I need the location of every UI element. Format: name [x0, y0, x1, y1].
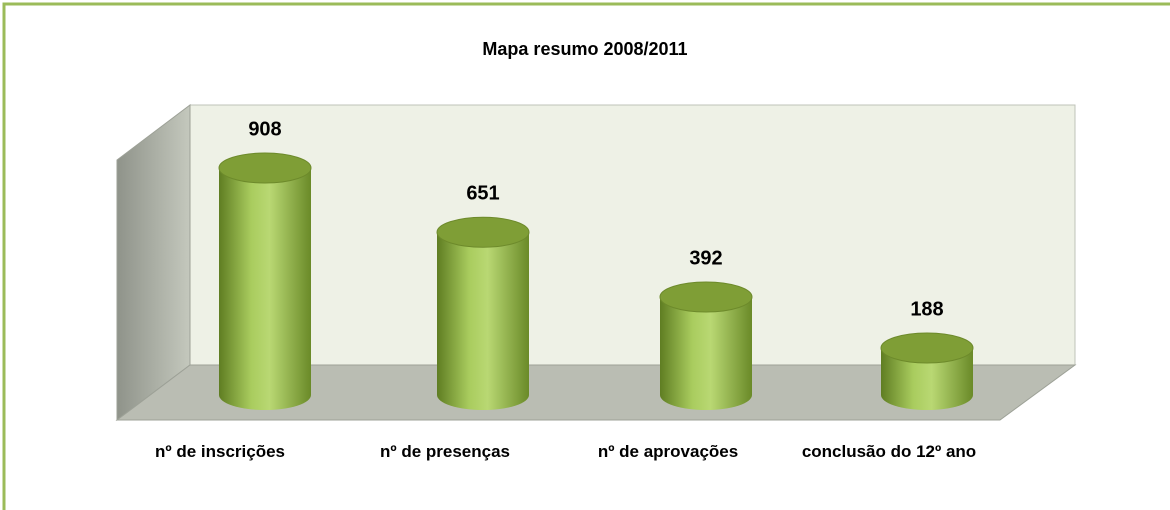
cylinder-top: [659, 281, 753, 313]
cylinder-body: [219, 168, 311, 410]
cylinder-top: [436, 216, 530, 248]
x-tick-label: conclusão do 12º ano: [801, 442, 977, 461]
cylinder-top: [880, 332, 974, 364]
bar: [659, 281, 753, 410]
x-tick-label: nº de presenças: [380, 442, 510, 461]
cylinder-body: [660, 297, 752, 410]
data-label: 908: [248, 118, 281, 140]
data-label: 651: [466, 183, 499, 205]
back-wall: [189, 104, 1076, 366]
cylinder-top: [218, 152, 312, 184]
bar: [880, 332, 974, 410]
cylinder-body: [437, 232, 529, 410]
data-label: 188: [910, 298, 943, 320]
data-label: 392: [689, 247, 722, 269]
bar: [436, 216, 530, 410]
x-tick-label: nº de aprovações: [597, 442, 739, 461]
cylinder-body: [881, 348, 973, 410]
floor: [115, 364, 1077, 421]
bar: [218, 152, 312, 410]
chart-title: Mapa resumo 2008/2011: [482, 39, 687, 59]
x-tick-label: nº de inscrições: [155, 442, 285, 461]
